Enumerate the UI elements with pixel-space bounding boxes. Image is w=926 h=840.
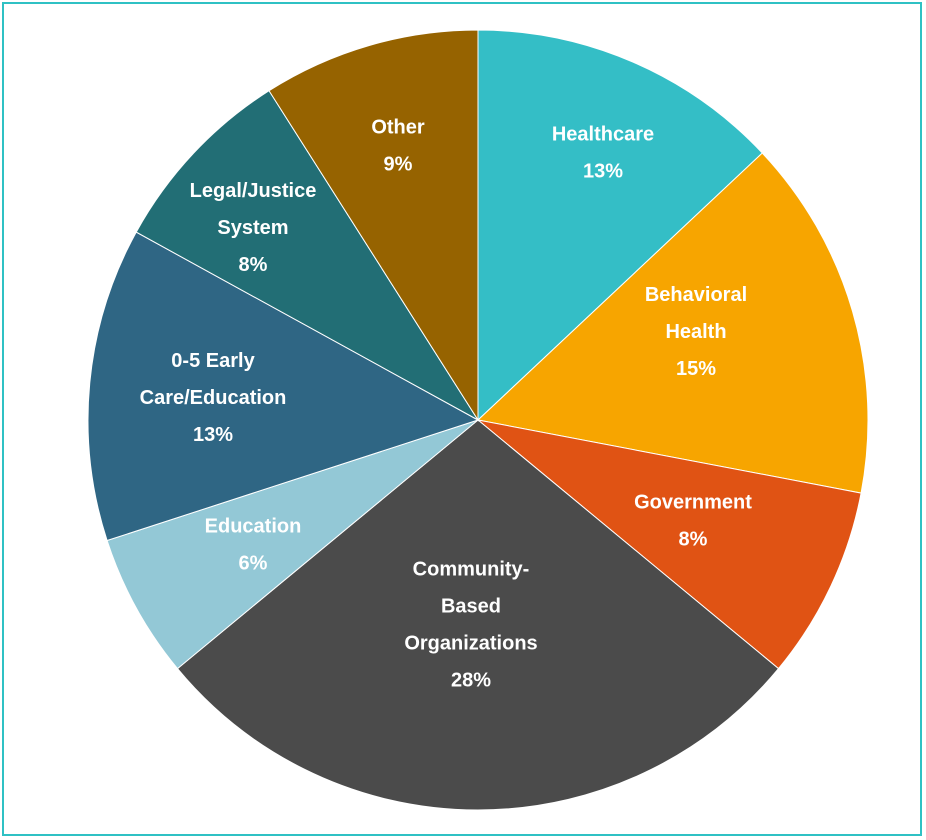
slice-name-label: Care/Education xyxy=(140,387,287,409)
slice-label: Other 9% xyxy=(371,117,425,176)
slice-name-label: System xyxy=(217,217,288,239)
slice-label: Community- Based Organizations 28% xyxy=(404,559,537,692)
slice-name-label: Based xyxy=(441,596,501,618)
slice-name-label: Healthcare xyxy=(552,124,654,146)
slice-label: Behavioral Health 15% xyxy=(645,284,747,380)
pie-slice xyxy=(135,90,479,421)
slice-value-label: 28% xyxy=(451,670,491,692)
slice-name-label: Health xyxy=(665,321,726,343)
slice-name-label: Government xyxy=(634,492,752,514)
slice-label: 0-5 Early Care/Education 13% xyxy=(140,350,287,446)
slice-value-label: 8% xyxy=(679,529,708,551)
slice-label: Government 8% xyxy=(634,492,752,551)
slice-name-label: Education xyxy=(205,516,302,538)
slice-value-label: 15% xyxy=(676,358,716,380)
slice-name-label: Organizations xyxy=(404,633,537,655)
pie-slices xyxy=(87,29,869,811)
slice-name-label: Community- xyxy=(413,559,530,581)
slice-value-label: 13% xyxy=(193,424,233,446)
pie-slice xyxy=(477,29,764,422)
slice-name-label: 0-5 Early xyxy=(171,350,255,372)
slice-name-label: Behavioral xyxy=(645,284,747,306)
slice-value-label: 8% xyxy=(239,254,268,276)
pie-slice xyxy=(87,231,480,542)
slice-name-label: Legal/Justice xyxy=(190,180,317,202)
pie-slice xyxy=(476,152,869,494)
pie-slice xyxy=(106,419,479,670)
pie-labels: Healthcare 13% Behavioral Health 15% Governme… xyxy=(140,117,753,692)
slice-name-label: Other xyxy=(371,117,425,139)
pie-slice xyxy=(176,419,780,811)
slice-value-label: 9% xyxy=(384,154,413,176)
pie-slice xyxy=(477,419,862,670)
slice-label: Healthcare 13% xyxy=(552,124,654,183)
slice-value-label: 13% xyxy=(583,161,623,183)
slice-label: Legal/Justice System 8% xyxy=(190,180,317,276)
slice-label: Education 6% xyxy=(205,516,302,575)
slice-value-label: 6% xyxy=(239,553,268,575)
pie-slice xyxy=(268,29,479,422)
